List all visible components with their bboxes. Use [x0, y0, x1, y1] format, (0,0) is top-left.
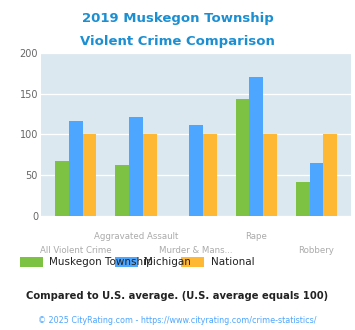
Bar	[263, 135, 277, 216]
Text: Aggravated Assault: Aggravated Assault	[94, 232, 178, 242]
Bar	[236, 99, 250, 216]
Text: Michigan: Michigan	[144, 257, 191, 267]
Bar	[129, 116, 143, 216]
Text: 2019 Muskegon Township: 2019 Muskegon Township	[82, 12, 273, 24]
Text: Muskegon Township: Muskegon Township	[49, 257, 153, 267]
Text: Rape: Rape	[245, 232, 267, 242]
Bar	[115, 165, 129, 216]
Bar	[143, 135, 157, 216]
Bar	[83, 135, 97, 216]
Text: Compared to U.S. average. (U.S. average equals 100): Compared to U.S. average. (U.S. average …	[26, 291, 329, 301]
Text: National: National	[211, 257, 255, 267]
Text: Robbery: Robbery	[299, 246, 334, 254]
Bar	[250, 77, 263, 216]
Bar	[55, 161, 69, 216]
Bar	[189, 125, 203, 216]
Text: All Violent Crime: All Violent Crime	[40, 246, 111, 254]
Text: © 2025 CityRating.com - https://www.cityrating.com/crime-statistics/: © 2025 CityRating.com - https://www.city…	[38, 316, 317, 325]
Bar	[310, 163, 323, 216]
Bar	[323, 135, 337, 216]
Text: Violent Crime Comparison: Violent Crime Comparison	[80, 35, 275, 48]
Text: Murder & Mans...: Murder & Mans...	[159, 246, 233, 254]
Bar	[296, 182, 310, 216]
Bar	[69, 121, 83, 216]
Bar	[203, 135, 217, 216]
